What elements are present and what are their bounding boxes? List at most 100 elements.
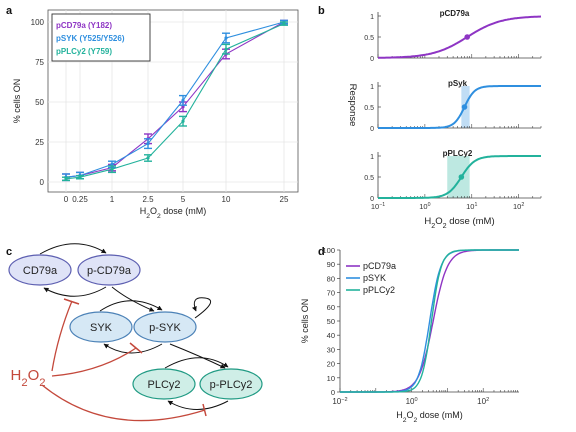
response-curve (378, 85, 541, 129)
y-tick-label: 0 (370, 126, 374, 133)
arrow-plcy2-to-pplcy2 (164, 357, 229, 369)
x-tick-label: 25 (280, 195, 289, 204)
legend-box (51, 13, 151, 62)
y-tick-label: 0 (370, 196, 374, 203)
y-tick-label: 75 (35, 58, 44, 67)
x-tick-label: 5 (181, 195, 186, 204)
inhibit-bar (63, 298, 80, 305)
node-plcy2 (132, 368, 196, 400)
y-tick-label: 0.5 (364, 175, 374, 182)
y-tick-label: 0.5 (364, 105, 374, 112)
y-tick-label: 0 (40, 178, 45, 187)
data-point (181, 98, 185, 102)
x-tick-label: 10 (222, 195, 231, 204)
y-tick-label: 10 (327, 374, 335, 383)
ec50-point (464, 34, 471, 40)
panel-a-letter: a (6, 5, 13, 17)
node-label: PLCy2 (147, 379, 180, 391)
subplot-title: pSyk (448, 79, 468, 88)
y-axis-label: % cells ON (12, 79, 22, 124)
series-curve (340, 249, 519, 393)
y-tick-label: 30 (327, 345, 335, 354)
inhibit-bar (202, 403, 207, 417)
y-tick-label: 0 (331, 388, 335, 397)
node-syk (69, 311, 133, 343)
x-axis-label: H2O2 dose (mM) (424, 216, 494, 230)
data-point (78, 175, 82, 179)
legend-entry: pCD79a (363, 261, 396, 271)
x-axis-label: H2O2 dose (mM) (396, 410, 463, 424)
h2o2-label: H2O2 (10, 367, 45, 389)
inhibit-to-psyk (51, 347, 137, 377)
x-tick-label: 100 (419, 202, 430, 211)
ec50-point (461, 104, 468, 110)
y-tick-label: 1 (370, 84, 374, 91)
node-label: p-PLCy2 (210, 379, 253, 391)
arrow-psyk-self (192, 297, 212, 319)
x-tick-label: 0 (64, 195, 69, 204)
data-point (146, 156, 150, 160)
arrow-pcd79a-to-cd79a (43, 286, 107, 297)
data-point (110, 162, 114, 166)
arrow-pplcy2-to-plcy2 (167, 400, 229, 410)
subplot-title: pPLCy2 (443, 149, 473, 158)
legend: pCD79a pSYK pPLCy2 (346, 261, 396, 295)
y-tick-label: 40 (327, 331, 335, 340)
series-curve (340, 249, 519, 393)
x-tick-label: 2.5 (142, 195, 154, 204)
panel-c-letter: c (6, 246, 12, 258)
node-psyk (133, 311, 197, 343)
node-pplcy2 (199, 368, 263, 400)
panel-d-letter: d (318, 246, 325, 258)
panel-b-letter: b (318, 5, 325, 17)
x-tick-label: 1 (110, 195, 115, 204)
y-tick-label: 25 (35, 138, 44, 147)
legend-entry: pSYK (Y525/Y526) (56, 34, 125, 43)
panel-c-diagram: CD79a p-CD79a SYK p-SYK PLCy2 p-PLCy2 H2O2 (8, 243, 263, 422)
node-pcd79a (77, 254, 141, 286)
legend-entry: pSYK (363, 273, 386, 283)
y-axis-label: % cells ON (300, 299, 310, 344)
y-axis-label: Response (347, 84, 358, 127)
x-tick-label: 100 (406, 397, 418, 406)
legend: pCD79a (Y182) pSYK (Y525/Y526) pPLCy2 (Y75… (51, 13, 151, 62)
panel-b-chart: 0 0.5 1 pCD79a 0 0.5 1 pSyk 0 0.5 1 pPLCy2 10−1 100 10… (347, 9, 542, 230)
x-tick-label: 10−1 (371, 202, 385, 211)
arrow-cd79a-to-pcd79a (39, 243, 107, 255)
ec50-point (458, 174, 465, 180)
y-tick-label: 1 (370, 154, 374, 161)
data-point (64, 177, 68, 181)
x-axis-label: H2O2 dose (mM) (140, 206, 207, 220)
y-tick-label: 100 (31, 18, 45, 27)
arrow-psyk-to-syk (103, 343, 163, 354)
legend-entry: pCD79a (Y182) (56, 21, 112, 30)
y-tick-label: 20 (327, 360, 335, 369)
data-point (224, 36, 228, 40)
subplot-3: 0 0.5 1 pPLCy2 (364, 149, 542, 203)
data-point (224, 47, 228, 51)
data-point (110, 167, 114, 171)
x-tick-label: 102 (513, 202, 524, 211)
arrow-pcd79a-to-syk (111, 286, 155, 312)
legend-entry: pPLCy2 (Y759) (56, 47, 112, 56)
response-curve (378, 155, 541, 199)
data-point (282, 22, 286, 26)
data-point (181, 105, 185, 109)
y-tick-label: 50 (327, 317, 335, 326)
y-tick-label: 70 (327, 289, 335, 298)
node-label: p-SYK (149, 322, 181, 334)
y-tick-label: 0 (370, 56, 374, 63)
subplot-1: 0 0.5 1 pCD79a (364, 9, 542, 63)
inhibit-to-pplcy2 (41, 384, 206, 422)
y-tick-label: 80 (327, 274, 335, 283)
y-tick-label: 50 (35, 98, 44, 107)
legend-entry: pPLCy2 (363, 285, 395, 295)
x-tick-label: 10−2 (332, 397, 347, 406)
node-cd79a (8, 254, 72, 286)
inhibit-bar (129, 342, 143, 354)
node-label: CD79a (23, 265, 58, 277)
subplot-title: pCD79a (440, 9, 470, 18)
response-curve (378, 15, 542, 59)
node-label: SYK (90, 322, 113, 334)
